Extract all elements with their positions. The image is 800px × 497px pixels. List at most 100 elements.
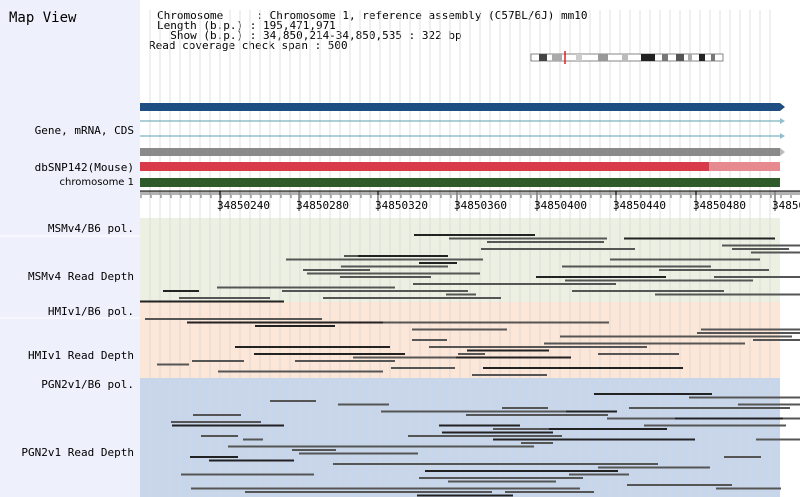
gene-bar <box>140 103 780 111</box>
read <box>422 283 616 285</box>
dbsnp-bar <box>140 162 709 171</box>
read <box>716 487 781 490</box>
show-range-info: Show (b.p.) : 34,850,214-34,850,535 : 32… <box>157 29 462 42</box>
read <box>569 473 629 476</box>
track-label-hmi-pol: HMIv1/B6 pol. <box>47 305 134 318</box>
read <box>722 244 800 247</box>
read <box>467 349 549 352</box>
read <box>624 237 775 240</box>
read <box>751 251 800 254</box>
track-label-msm-depth: MSMv4 Read Depth <box>28 270 134 283</box>
ruler-label: 34850360 <box>454 199 507 212</box>
read <box>209 459 294 462</box>
read <box>738 403 800 406</box>
read <box>171 421 261 423</box>
read <box>218 370 383 373</box>
read <box>349 321 555 324</box>
read <box>255 325 335 327</box>
read <box>562 265 711 268</box>
read <box>358 255 448 257</box>
read <box>505 491 594 493</box>
read <box>625 342 745 345</box>
dbsnp-track[interactable] <box>140 162 780 171</box>
read <box>536 321 609 324</box>
ruler-label: 34850440 <box>613 199 666 212</box>
read <box>299 452 418 455</box>
read <box>655 293 800 296</box>
read <box>483 367 683 369</box>
read <box>644 424 786 427</box>
dbsnp-bar-tail <box>709 162 780 171</box>
ruler-label: 34850280 <box>296 199 349 212</box>
read <box>447 470 550 472</box>
read-alignments[interactable] <box>140 234 800 497</box>
read <box>412 339 447 341</box>
track-label-gene: Gene, mRNA, CDS <box>34 124 134 137</box>
read <box>303 286 327 289</box>
read <box>187 321 383 324</box>
read <box>396 491 492 493</box>
read <box>353 356 456 359</box>
read <box>323 297 501 299</box>
read <box>201 435 238 437</box>
coverage-span-info: Read coverage check span : 500 <box>149 39 348 52</box>
read <box>385 356 571 359</box>
read <box>458 353 485 355</box>
read <box>610 258 760 261</box>
read <box>391 367 455 369</box>
read <box>446 293 476 296</box>
read <box>254 353 405 355</box>
read <box>724 456 761 458</box>
read <box>286 258 426 261</box>
read <box>521 442 553 444</box>
read <box>697 332 800 334</box>
read <box>193 414 241 416</box>
read <box>140 300 284 303</box>
read <box>575 335 752 338</box>
read <box>307 272 480 275</box>
read <box>439 424 520 427</box>
read <box>549 428 667 430</box>
read <box>448 480 556 483</box>
read <box>191 487 404 490</box>
track-label-pgn-depth: PGN2v1 Read Depth <box>21 446 134 459</box>
read <box>292 449 336 451</box>
gene-track[interactable] <box>140 103 785 156</box>
chromosome-ideogram[interactable] <box>530 51 724 64</box>
read <box>333 463 516 465</box>
chromosome-bar[interactable] <box>140 178 780 187</box>
ruler-label: 34850520 <box>772 199 800 212</box>
position-ruler: 34850240 34850280 34850320 34850360 34850400… <box>140 190 800 212</box>
read <box>282 290 468 292</box>
read <box>732 279 753 282</box>
length-info: Length (b.p.) : 195,471,971 <box>157 19 336 32</box>
read <box>235 346 390 348</box>
read <box>572 290 724 292</box>
read <box>341 265 448 268</box>
read <box>270 400 316 402</box>
read <box>472 374 547 376</box>
read <box>505 237 607 240</box>
read <box>732 248 789 250</box>
read <box>594 393 712 395</box>
read <box>565 279 732 282</box>
read <box>419 477 583 479</box>
read <box>487 241 604 243</box>
ruler-label: 34850320 <box>375 199 428 212</box>
track-label-pgn-pol: PGN2v1/B6 pol. <box>41 378 134 391</box>
track-label-hmi-depth: HMIv1 Read Depth <box>28 349 134 362</box>
read <box>417 494 513 497</box>
read <box>460 463 658 465</box>
read <box>243 438 263 441</box>
read <box>414 234 535 236</box>
track-label-dbsnp: dbSNP142(Mouse) <box>34 161 134 174</box>
read <box>756 438 800 441</box>
read <box>303 269 370 271</box>
ruler-label: 34850480 <box>693 199 746 212</box>
read <box>412 328 507 331</box>
read <box>442 431 553 434</box>
ruler-label: 34850400 <box>534 199 587 212</box>
read <box>172 424 284 427</box>
read <box>145 318 316 320</box>
